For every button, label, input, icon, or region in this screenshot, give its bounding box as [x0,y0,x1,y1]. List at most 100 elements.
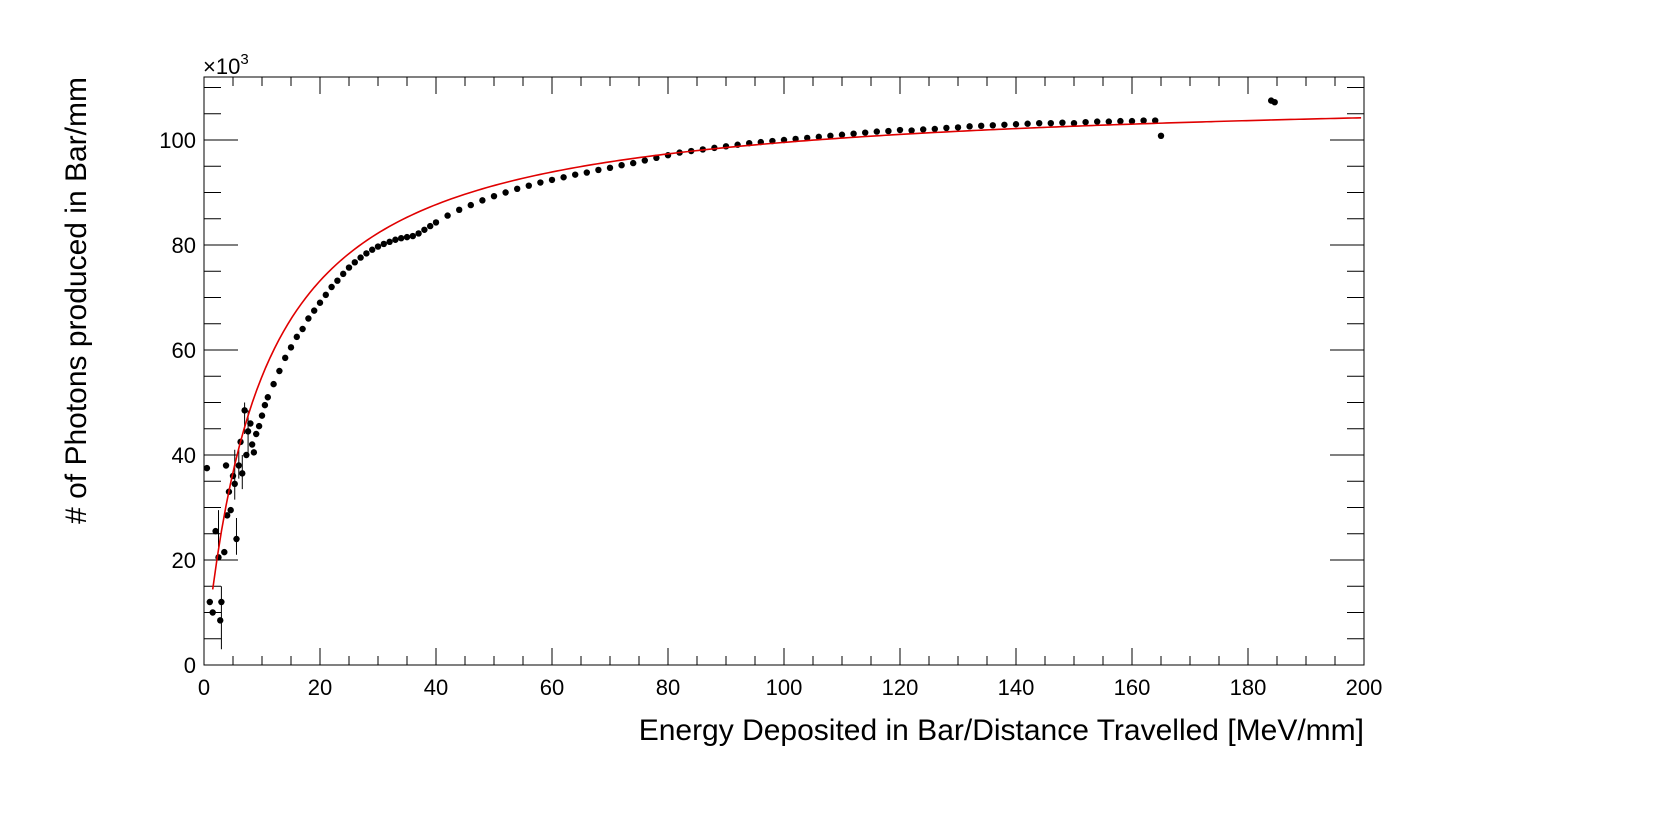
y-tick-label: 0 [184,653,196,678]
data-point [815,133,822,141]
data-point [537,179,544,186]
x-tick-label: 40 [424,675,448,700]
data-point [258,412,266,419]
data-point [1036,120,1043,127]
y-tick-label: 20 [172,548,196,573]
x-tick-labels: 0 20 40 60 80 100 120 140 160 180 200 [198,675,1382,700]
x-tick-label: 180 [1230,675,1267,700]
data-point [224,512,231,519]
data-point [444,212,451,219]
data-point [409,232,416,240]
data-point [548,176,556,184]
data-point [253,430,260,438]
data-point [261,401,269,409]
data-point [989,122,996,129]
data-point [322,291,329,299]
data-point [931,125,938,133]
x-tick-label: 0 [198,675,210,700]
data-point [827,132,834,139]
data-point [1105,118,1113,125]
data-point [583,169,590,176]
data-point [1070,120,1078,127]
x-tick-label: 60 [540,675,564,700]
multiplier-exponent: 3 [240,51,248,68]
data-point [421,226,428,233]
data-point [1152,117,1159,124]
data-point [943,124,950,132]
data-point [209,609,216,616]
data-point [227,506,234,514]
data-point [380,240,387,248]
data-point [222,462,230,469]
data-point [1024,120,1031,127]
data-points [203,97,1278,624]
data-point [374,243,382,250]
data-point [1059,119,1066,126]
data-point [954,124,962,131]
data-point [386,238,393,246]
data-point [415,230,422,237]
x-tick-label: 160 [1114,675,1151,700]
data-point [595,166,602,174]
data-point [427,222,434,230]
data-point [1094,118,1101,125]
data-point [276,367,283,375]
y-tick-label: 100 [159,128,196,153]
data-point [514,185,521,193]
data-point [244,428,252,435]
data-point [630,159,637,167]
data-point [357,254,364,261]
data-point [233,535,240,543]
data-point [920,126,927,133]
data-point [212,527,219,535]
data-point [340,270,347,278]
data-point [1082,118,1089,126]
data-point [351,259,358,266]
data-point [255,422,263,430]
data-point [978,122,985,130]
data-point [305,315,312,322]
data-point [896,126,904,134]
data-point [966,123,973,130]
data-point [270,380,277,388]
data-point [1140,117,1147,124]
data-point [221,548,228,556]
data-point [363,250,370,257]
data-point [606,164,614,172]
data-point [231,480,238,488]
data-point [456,206,463,214]
data-point [239,470,246,477]
data-point [403,233,411,241]
data-point [334,277,341,284]
data-point [908,127,915,134]
data-point [217,617,224,624]
data-point [369,246,376,253]
data-point [1001,121,1008,128]
data-point [850,130,857,137]
data-point [479,197,486,204]
data-point [641,157,648,164]
data-point [560,174,567,181]
x-axis-title: Energy Deposited in Bar/Distance Travell… [639,714,1364,747]
x-tick-label: 140 [998,675,1035,700]
data-point [862,129,869,136]
data-point [1157,132,1165,139]
data-point [502,189,509,196]
x-tick-label: 120 [882,675,919,700]
data-point [1047,120,1055,127]
data-point [490,192,498,200]
plot-frame [203,76,1365,666]
data-point [1012,121,1020,128]
axis-ticks [203,77,1365,666]
fit-curve [211,117,1362,590]
y-axis-title: # of Photons produced in Bar/mm [60,77,93,524]
data-point [618,162,625,169]
data-point [311,307,318,314]
data-point [247,420,254,427]
data-point [203,464,211,472]
data-point [293,333,300,341]
data-point [287,344,295,351]
data-point [235,462,242,469]
y-tick-label: 60 [172,338,196,363]
